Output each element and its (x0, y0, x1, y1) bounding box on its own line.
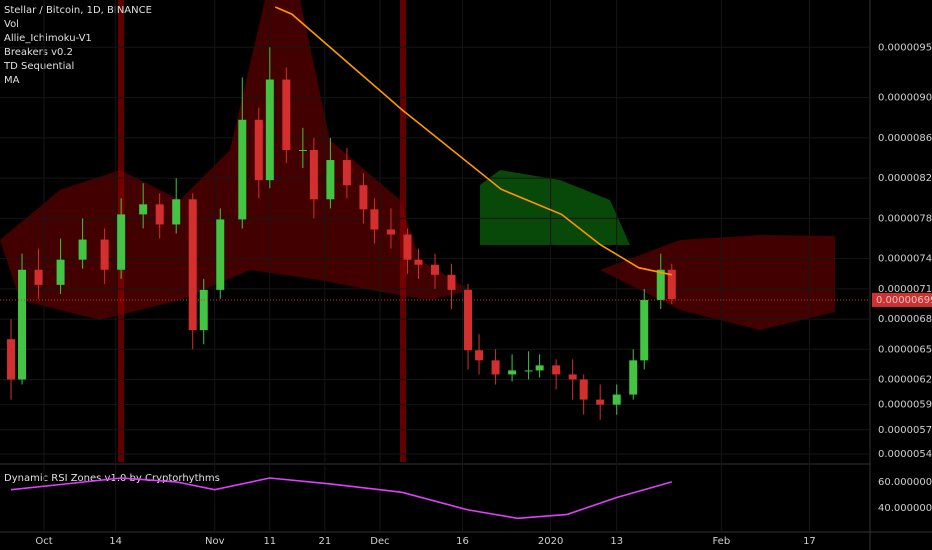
candle-body (403, 234, 412, 260)
candle-body (56, 259, 65, 285)
candle-body (568, 374, 577, 380)
candle-body (667, 269, 676, 299)
x-tick-label: 21 (319, 536, 332, 547)
candle-body (117, 214, 126, 270)
x-tick-label: Feb (712, 536, 730, 547)
series-line (10, 477, 673, 520)
candle-body (464, 289, 473, 351)
candle-body (309, 149, 318, 200)
x-tick-label: 11 (263, 536, 276, 547)
indicator: Vol (4, 19, 19, 30)
y-tick-label: 0.00000595 (878, 400, 932, 411)
candle-body (172, 199, 181, 225)
candle-body (265, 79, 274, 181)
cloud (480, 170, 630, 245)
candle-body (282, 79, 291, 150)
candle-body (629, 360, 638, 395)
y-tick-label: 40.00000000 (878, 503, 932, 514)
last-price-box (872, 292, 932, 307)
candle-body (370, 209, 379, 230)
x-tick-label: Dec (370, 536, 389, 547)
x-tick-label: 2020 (538, 536, 563, 547)
candle-body (524, 370, 533, 372)
candle-body (656, 269, 665, 300)
candle-body (552, 365, 561, 375)
candle-body (612, 394, 621, 405)
signal-bar (400, 0, 406, 462)
candle-body (596, 399, 605, 405)
indicator: Allie_Ichimoku-V1 (4, 33, 92, 44)
y-tick-label: 60.00000000 (878, 477, 932, 488)
candle-body (431, 264, 439, 275)
candle-body (491, 360, 500, 375)
x-tick-label: 16 (456, 536, 469, 547)
candle-body (7, 339, 16, 380)
x-tick-label: 13 (610, 536, 623, 547)
candle-body (238, 119, 247, 220)
indicator: Breakers v0.2 (4, 47, 73, 58)
y-tick-label: 0.00000546 (878, 449, 932, 460)
x-tick-label: Oct (35, 536, 52, 547)
candle-body (188, 199, 197, 331)
candle-body (640, 299, 649, 361)
chart-title: Stellar / Bitcoin, 1D, BINANCE (4, 5, 152, 16)
candle-body (475, 350, 484, 361)
candle-body (359, 185, 368, 210)
indicator: MA (4, 75, 20, 86)
last-price-label: 0.00000699 (876, 295, 932, 306)
candle-body (342, 160, 351, 186)
candle-body (34, 269, 43, 285)
candle-body (447, 274, 456, 290)
x-tick-label: 17 (803, 536, 816, 547)
indicator: TD Sequential (3, 61, 74, 72)
candle-body (508, 370, 517, 375)
candle-body (535, 365, 544, 371)
candle-body (386, 229, 395, 235)
candle-body (254, 119, 263, 181)
candle-body (78, 239, 87, 260)
candle-body (100, 239, 109, 270)
x-tick-label: 14 (109, 536, 122, 547)
candle-body (139, 204, 148, 215)
series-line (274, 6, 672, 276)
candle-body (216, 219, 225, 290)
candle-body (199, 289, 208, 331)
candle-body (326, 160, 335, 200)
candle-body (298, 149, 307, 151)
x-tick-label: Nov (205, 536, 225, 547)
candle-body (18, 269, 27, 380)
candle-body (414, 259, 423, 265)
candle-body (155, 204, 164, 225)
candle-body (579, 379, 588, 400)
